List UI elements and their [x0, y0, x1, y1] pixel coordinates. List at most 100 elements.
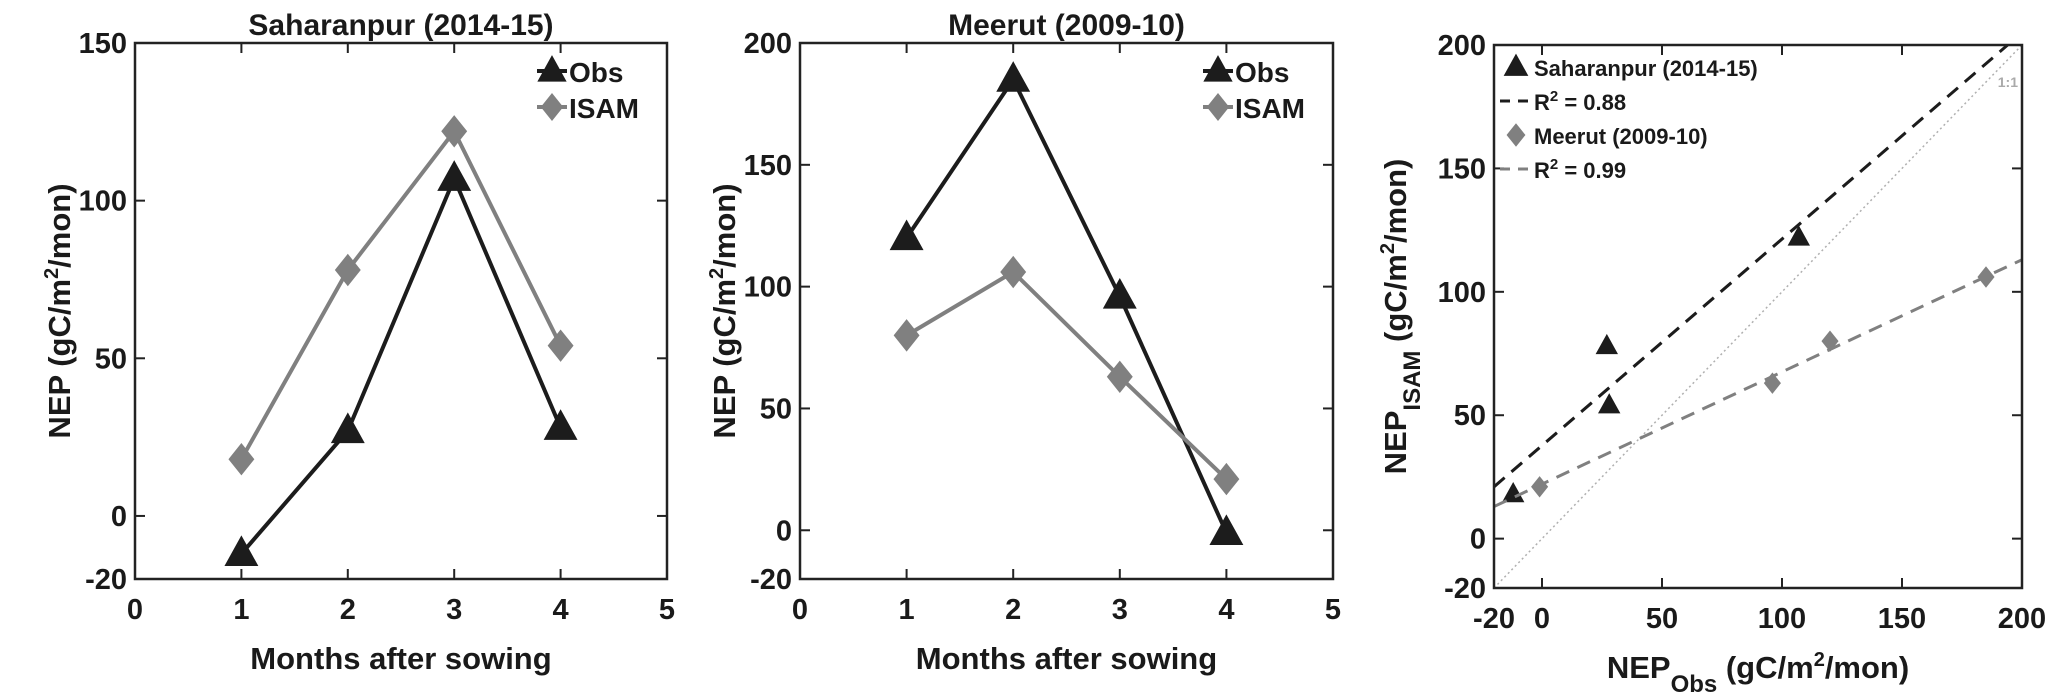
- chart-title: Saharanpur (2014-15): [248, 9, 553, 42]
- y-tick-label: 150: [79, 28, 127, 60]
- x-tick-label: 5: [659, 594, 675, 626]
- x-tick-label: 2: [340, 594, 356, 626]
- y-tick-label: 0: [1470, 524, 1486, 556]
- legend-diamond-icon: [1506, 123, 1526, 147]
- legend-label: Saharanpur (2014-15): [1534, 56, 1758, 81]
- y-tick-label: -20: [750, 564, 792, 596]
- series-line-obs: [239, 173, 563, 556]
- data-point-isam: [1213, 462, 1240, 496]
- fit-line: [1493, 258, 2023, 508]
- x-tick-label: 3: [1112, 594, 1128, 626]
- fit-label-part: R: [1534, 90, 1550, 115]
- x-tick-label: 0: [1534, 603, 1550, 635]
- y-axis-label-sup: 2: [41, 268, 63, 279]
- legend-diamond-icon: [540, 92, 564, 122]
- legend-triangle-icon: [1503, 53, 1529, 76]
- series-line-isam: [239, 127, 563, 461]
- y-axis-label: NEP (gC/m2/mon): [706, 183, 742, 438]
- x-tick-label: 1: [233, 594, 249, 626]
- x-axis-label-sup: 2: [1814, 649, 1825, 671]
- x-tick-label: 150: [1878, 603, 1926, 635]
- x-axis-label-unit: /mon): [1825, 650, 1909, 685]
- legend-diamond-icon: [1206, 92, 1230, 122]
- data-point-isam: [1106, 360, 1133, 393]
- data-point-obs: [224, 535, 259, 567]
- x-tick-label: 4: [553, 594, 569, 626]
- y-axis-label-part: NEP (gC/m: [707, 279, 742, 439]
- y-tick-label: -20: [85, 564, 127, 596]
- data-point-obs: [543, 409, 578, 440]
- fit-label-sup: 2: [1550, 88, 1558, 105]
- data-point-obs: [889, 219, 924, 251]
- y-tick-label: 200: [1438, 30, 1486, 62]
- data-point-isam: [334, 253, 361, 287]
- y-tick-label: 150: [1438, 153, 1486, 185]
- legend-triangle-icon: [1203, 55, 1233, 82]
- y-axis-label-part: /mon): [42, 183, 77, 267]
- data-point-obs: [437, 160, 472, 191]
- legend-fit-label: R2 = 0.99: [1534, 156, 1626, 183]
- data-point-obs: [330, 412, 365, 444]
- data-point-isam: [893, 319, 920, 352]
- x-tick-label: 3: [446, 594, 462, 626]
- one-to-one-label: 1:1: [1998, 74, 2018, 90]
- x-tick-label: 5: [1325, 594, 1341, 626]
- y-tick-label: 150: [744, 150, 792, 182]
- y-tick-label: 200: [744, 28, 792, 60]
- y-tick-label: 50: [95, 343, 127, 375]
- y-axis-label: NEP (gC/m2/mon): [41, 183, 77, 438]
- x-tick-label: 100: [1758, 603, 1806, 635]
- data-point-isam: [441, 115, 468, 148]
- fit-label-part: = 0.99: [1558, 158, 1626, 183]
- x-tick-label: 0: [127, 594, 143, 626]
- data-point-obs: [1209, 514, 1244, 545]
- y-tick-label: 0: [776, 515, 792, 547]
- x-tick-label: 1: [899, 594, 915, 626]
- y-tick-label: 100: [744, 272, 792, 304]
- x-axis-label-sub: Obs: [1671, 671, 1718, 695]
- y-tick-label: 50: [1454, 400, 1486, 432]
- data-point: [1787, 225, 1810, 246]
- x-axis-label-main: NEP: [1607, 650, 1671, 685]
- series-line-obs: [904, 75, 1229, 534]
- plot-frame: [798, 41, 1335, 581]
- legend-triangle-icon: [537, 55, 567, 82]
- y-axis-label-part: /mon): [707, 183, 742, 267]
- y-axis-label-sub: ISAM: [1399, 351, 1426, 411]
- data-point-isam: [547, 329, 574, 362]
- y-axis-label-unit: /mon): [1378, 159, 1413, 243]
- legend-fit-label: R2 = 0.88: [1534, 88, 1626, 115]
- legend-label: ISAM: [1235, 93, 1305, 124]
- plot-frame: [133, 41, 669, 581]
- data-point-isam: [228, 442, 255, 476]
- one-to-one-line: [1493, 44, 2023, 589]
- x-tick-label: 200: [1998, 603, 2046, 635]
- data-point: [1821, 330, 1839, 352]
- x-tick-label: 0: [792, 594, 808, 626]
- x-tick-label: 50: [1646, 603, 1678, 635]
- y-tick-label: 100: [79, 186, 127, 218]
- x-axis-label: Months after sowing: [916, 641, 1217, 676]
- y-axis-label-part: NEP (gC/m: [42, 279, 77, 439]
- x-axis-label: NEPObs (gC/m2/mon): [1607, 649, 1909, 695]
- x-tick-label: 4: [1218, 594, 1234, 626]
- y-tick-label: 0: [111, 501, 127, 533]
- data-point: [1763, 372, 1781, 394]
- x-tick-label: 2: [1005, 594, 1021, 626]
- y-axis-label-main: NEP: [1378, 411, 1413, 475]
- fit-line: [1493, 43, 2009, 488]
- plot-frame: [1492, 43, 2024, 590]
- fit-label-sup: 2: [1550, 156, 1558, 173]
- x-axis-label-unit: (gC/m: [1717, 650, 1813, 685]
- data-point-obs: [996, 61, 1031, 92]
- y-axis-label-sup: 2: [1377, 243, 1399, 254]
- x-tick-label: -20: [1473, 603, 1515, 635]
- legend-label: ISAM: [569, 93, 639, 124]
- chart-3: -20 0 50 100 150 200 -20 0 50 100 150 200 1:1 Saharan…: [1377, 30, 2046, 695]
- y-tick-label: -20: [1444, 573, 1486, 605]
- data-point: [1502, 482, 1525, 503]
- y-axis-label-sup: 2: [706, 268, 728, 279]
